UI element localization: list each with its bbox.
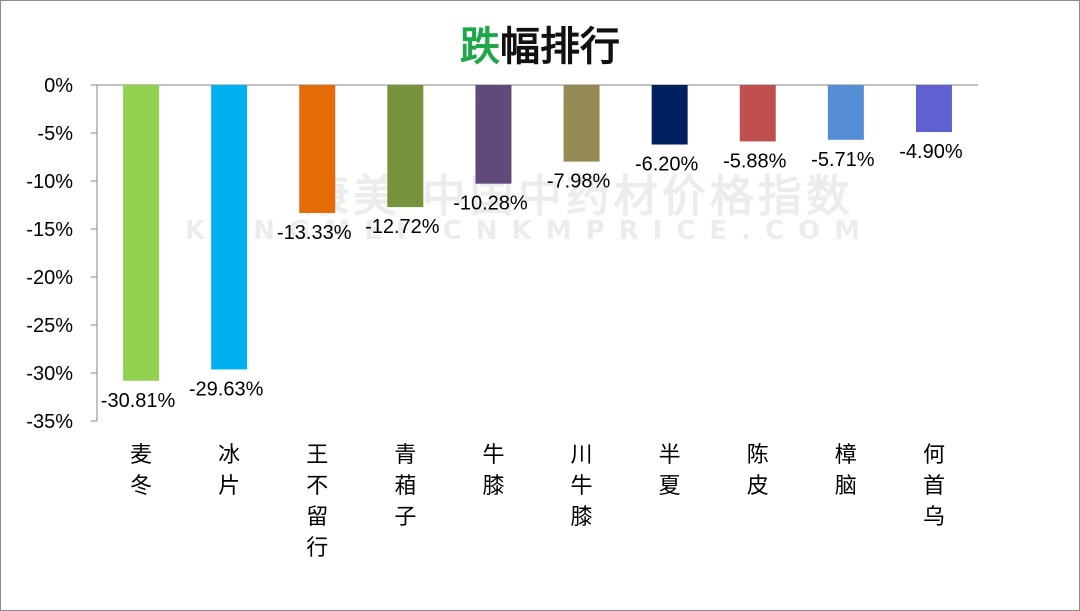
y-tick-label: -5%	[37, 123, 73, 145]
y-tick-label: -30%	[26, 363, 73, 385]
bar	[475, 85, 512, 184]
data-label: -6.20%	[635, 154, 699, 176]
category-char: 子	[394, 505, 416, 530]
category-label: 半夏	[659, 443, 681, 499]
bars	[123, 85, 952, 381]
bar	[827, 85, 864, 140]
chart-title: 跌幅排行	[0, 14, 1080, 72]
category-char: 乌	[923, 505, 945, 530]
category-char: 半	[659, 443, 681, 468]
category-label: 青葙子	[394, 443, 416, 530]
category-char: 冬	[130, 474, 152, 499]
category-char: 何	[923, 443, 945, 468]
y-tick-label: -35%	[26, 411, 73, 433]
category-char: 川	[571, 443, 593, 468]
category-char: 脑	[835, 474, 857, 499]
bar	[387, 85, 424, 208]
category-char: 不	[306, 474, 328, 499]
data-label: -10.28%	[453, 193, 528, 215]
bar	[915, 85, 952, 133]
y-tick-label: -25%	[26, 315, 73, 337]
category-char: 麦	[130, 443, 152, 468]
category-char: 王	[306, 443, 328, 468]
category-label: 樟脑	[835, 443, 857, 499]
bar	[563, 85, 600, 162]
bar	[739, 85, 776, 142]
data-label: -30.81%	[101, 390, 176, 412]
data-label: -13.33%	[277, 222, 352, 244]
data-label: -4.90%	[899, 141, 963, 163]
category-char: 牛	[482, 443, 504, 468]
category-label: 川牛膝	[571, 443, 593, 530]
y-tick-label: 0%	[44, 75, 73, 97]
bar	[211, 85, 248, 370]
category-label: 陈皮	[747, 443, 769, 499]
category-char: 青	[394, 443, 416, 468]
data-label: -5.88%	[723, 150, 787, 172]
bar	[123, 85, 160, 381]
category-char: 葙	[394, 474, 416, 499]
bar	[299, 85, 336, 213]
y-tick-label: -20%	[26, 267, 73, 289]
category-char: 留	[306, 505, 328, 530]
bar	[651, 85, 688, 145]
y-tick-label: -10%	[26, 171, 73, 193]
category-char: 牛	[571, 474, 593, 499]
y-tick-label: -15%	[26, 219, 73, 241]
category-char: 皮	[747, 474, 769, 499]
data-label: -7.98%	[547, 171, 611, 193]
category-char: 片	[218, 474, 240, 499]
category-label: 麦冬	[130, 443, 152, 499]
category-char: 夏	[659, 474, 681, 499]
data-label: -29.63%	[189, 378, 264, 400]
category-label: 牛膝	[482, 443, 504, 499]
title-accent: 跌	[460, 24, 500, 70]
category-char: 陈	[747, 443, 769, 468]
category-char: 首	[923, 474, 945, 499]
category-char: 膝	[571, 505, 593, 530]
category-label: 冰片	[218, 443, 240, 499]
category-char: 冰	[218, 443, 240, 468]
title-rest: 幅排行	[500, 24, 620, 70]
data-labels: -30.81% -29.63% -13.33% -12.72% -10.28% -7.98…	[101, 141, 963, 412]
category-label: 何首乌	[923, 443, 945, 530]
category-char: 樟	[835, 443, 857, 468]
category-char: 膝	[482, 474, 504, 499]
category-char: 行	[306, 536, 328, 561]
data-label: -5.71%	[811, 149, 875, 171]
data-label: -12.72%	[365, 216, 440, 238]
